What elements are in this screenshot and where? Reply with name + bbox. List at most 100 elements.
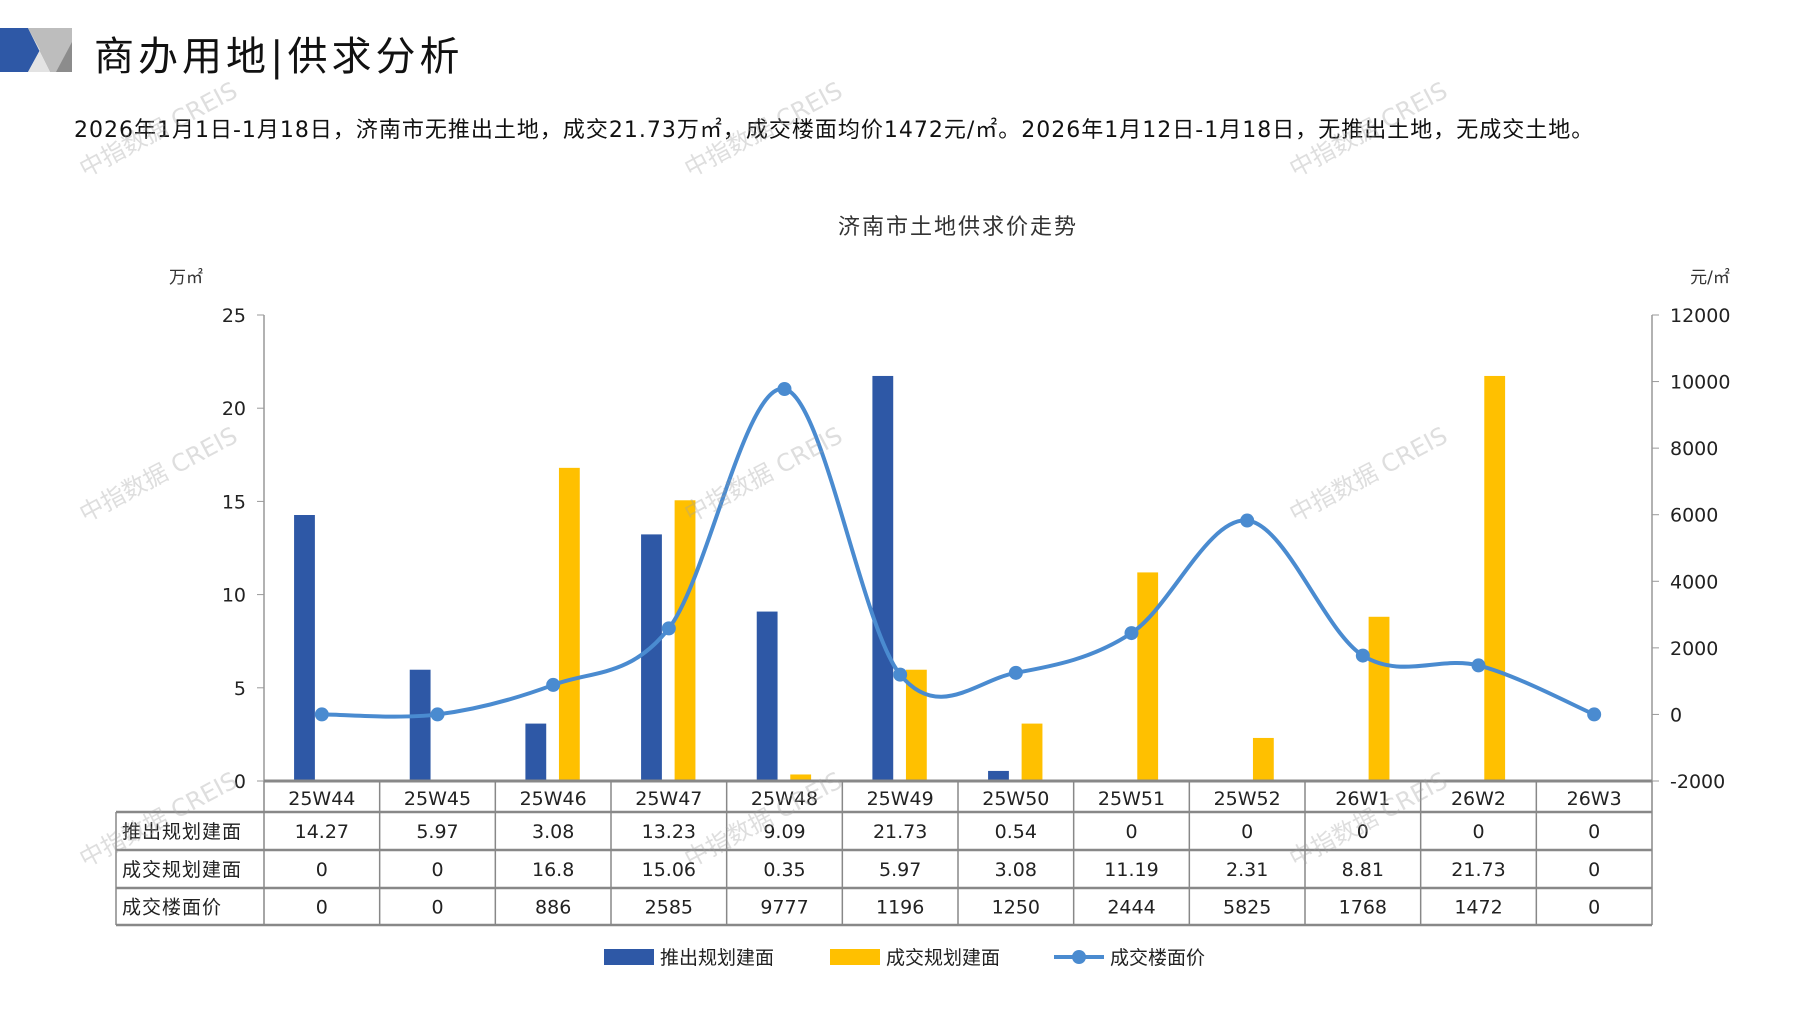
table-row-header: 推出规划建面 <box>122 821 242 843</box>
table-cell: 5.97 <box>416 821 458 843</box>
table-cell: 0 <box>431 859 443 881</box>
table-cell: 0 <box>1241 821 1253 843</box>
price-point <box>1240 513 1255 528</box>
legend-label-deal: 成交规划建面 <box>886 947 1000 969</box>
table-cell: 2.31 <box>1226 859 1268 881</box>
table-cell: 1196 <box>876 897 924 919</box>
table-cell: 21.73 <box>873 821 927 843</box>
left-tick-label: 25 <box>222 305 246 327</box>
table-cell: 0 <box>1357 821 1369 843</box>
table-cell: 5825 <box>1223 897 1271 919</box>
bar-deal <box>790 774 812 781</box>
price-point <box>1124 626 1139 641</box>
x-tick-label: 25W47 <box>635 788 702 810</box>
table-cell: 11.19 <box>1104 859 1158 881</box>
bar-deal <box>905 669 927 781</box>
x-tick-label: 26W2 <box>1451 788 1506 810</box>
bar-deal <box>1021 723 1043 781</box>
x-tick-label: 25W52 <box>1214 788 1281 810</box>
table-cell: 8.81 <box>1342 859 1384 881</box>
table-cell: 0 <box>1588 897 1600 919</box>
price-point <box>1008 665 1023 680</box>
bar-deal <box>558 467 580 781</box>
legend-label-supply: 推出规划建面 <box>660 947 774 969</box>
right-tick-label: 8000 <box>1670 438 1718 460</box>
right-axis-unit: 元/㎡ <box>1690 268 1730 288</box>
legend-label-price: 成交楼面价 <box>1110 947 1205 969</box>
table-cell: 0.54 <box>995 821 1037 843</box>
bar-supply <box>409 669 431 781</box>
left-tick-label: 5 <box>234 678 246 700</box>
x-tick-label: 25W44 <box>288 788 355 810</box>
legend-swatch-deal <box>830 949 880 965</box>
right-tick-label: 12000 <box>1670 305 1730 327</box>
bar-supply <box>294 515 315 781</box>
table-cell: 0 <box>1125 821 1137 843</box>
legend-swatch-supply <box>604 949 654 965</box>
table-cell: 3.08 <box>532 821 574 843</box>
left-tick-label: 10 <box>222 585 246 607</box>
table-cell: 15.06 <box>642 859 696 881</box>
right-tick-label: 10000 <box>1670 372 1730 394</box>
bar-supply <box>525 723 547 781</box>
price-point <box>546 677 561 692</box>
table-cell: 0 <box>316 897 328 919</box>
right-tick-label: 0 <box>1670 704 1682 726</box>
table-cell: 886 <box>535 897 571 919</box>
price-point <box>1587 707 1602 722</box>
x-tick-label: 26W1 <box>1335 788 1390 810</box>
right-tick-label: 2000 <box>1670 638 1718 660</box>
bar-deal <box>1484 375 1506 781</box>
x-tick-label: 26W3 <box>1567 788 1622 810</box>
table-row-header: 成交规划建面 <box>122 859 242 881</box>
x-tick-label: 25W45 <box>404 788 471 810</box>
right-tick-label: 4000 <box>1670 571 1718 593</box>
left-tick-label: 0 <box>234 771 246 793</box>
table-cell: 14.27 <box>295 821 349 843</box>
bar-supply <box>641 534 662 781</box>
table-cell: 16.8 <box>532 859 574 881</box>
table-cell: 21.73 <box>1451 859 1505 881</box>
bar-supply <box>988 770 1009 781</box>
bar-deal <box>674 500 696 781</box>
x-tick-label: 25W50 <box>982 788 1049 810</box>
table-cell: 5.97 <box>879 859 921 881</box>
price-line <box>321 386 1595 719</box>
table-cell: 0 <box>1472 821 1484 843</box>
chart-title: 济南市土地供求价走势 <box>838 215 1078 240</box>
price-point <box>661 621 676 636</box>
price-point <box>1355 648 1370 663</box>
summary-paragraph: 2026年1月1日-1月18日，济南市无推出土地，成交21.73万㎡，成交楼面均… <box>74 118 1595 143</box>
table-cell: 9.09 <box>763 821 805 843</box>
bar-deal <box>1368 616 1390 781</box>
right-tick-label: 6000 <box>1670 505 1718 527</box>
x-tick-label: 25W49 <box>867 788 934 810</box>
table-cell: 3.08 <box>995 859 1037 881</box>
table-cell: 0 <box>1588 821 1600 843</box>
table-cell: 0 <box>431 897 443 919</box>
table-cell: 9777 <box>760 897 808 919</box>
page-title: 商办用地|供求分析 <box>94 34 464 80</box>
left-tick-label: 15 <box>222 491 246 513</box>
left-tick-label: 20 <box>222 398 246 420</box>
logo-icon <box>0 28 72 72</box>
bar-deal <box>1137 572 1159 781</box>
price-point <box>314 707 329 722</box>
x-tick-label: 25W46 <box>520 788 587 810</box>
bar-supply <box>756 611 778 781</box>
table-cell: 1768 <box>1339 897 1387 919</box>
table-cell: 13.23 <box>642 821 696 843</box>
bar-deal <box>1252 737 1274 781</box>
price-point <box>777 381 792 396</box>
table-cell: 0 <box>1588 859 1600 881</box>
legend-swatch-price-point <box>1072 950 1086 964</box>
x-tick-label: 25W51 <box>1098 788 1165 810</box>
table-cell: 2585 <box>645 897 693 919</box>
table-cell: 0.35 <box>763 859 805 881</box>
price-point <box>1471 658 1486 673</box>
x-tick-label: 25W48 <box>751 788 818 810</box>
price-point <box>893 667 908 682</box>
table-cell: 0 <box>316 859 328 881</box>
right-tick-label: -2000 <box>1670 771 1725 793</box>
